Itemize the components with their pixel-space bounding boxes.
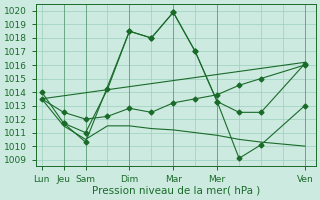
X-axis label: Pression niveau de la mer( hPa ): Pression niveau de la mer( hPa ) [92, 186, 260, 196]
